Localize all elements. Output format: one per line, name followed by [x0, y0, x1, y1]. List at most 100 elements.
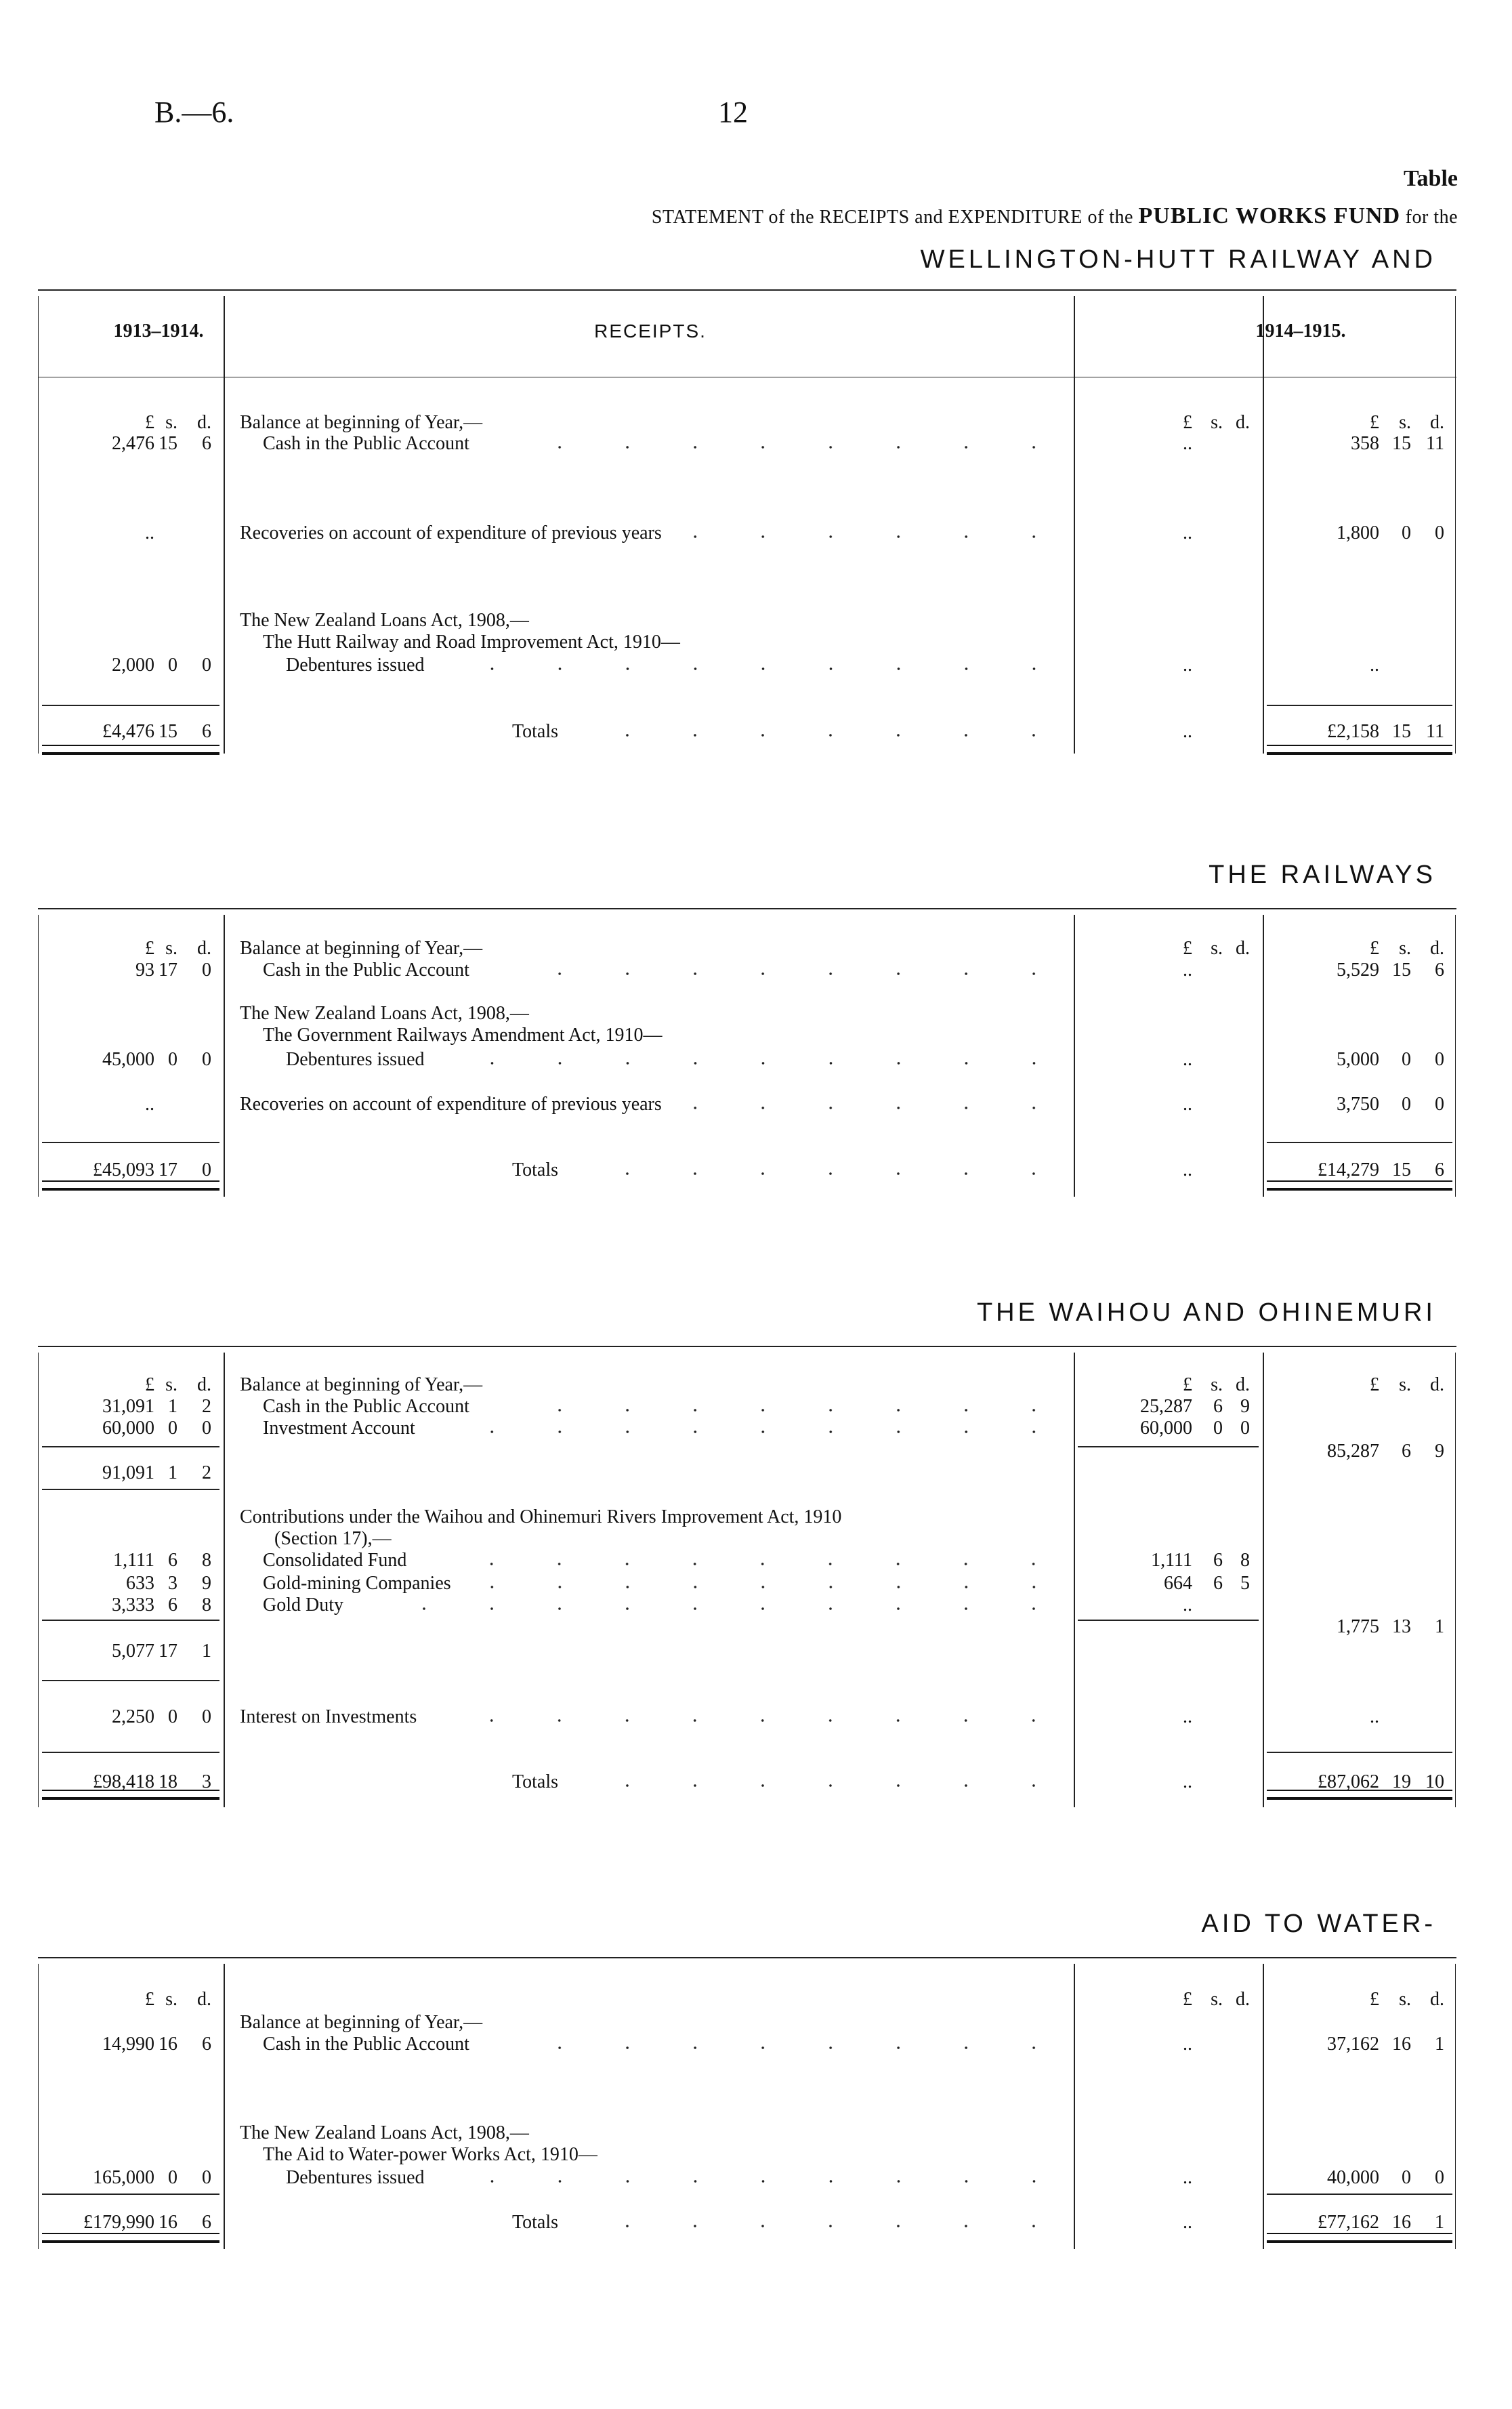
description-text: Totals: [512, 1771, 559, 1792]
total-rule: [1267, 2194, 1452, 2195]
column-divider: [1263, 1353, 1264, 1807]
row-description: Cash in the Public Account: [263, 1397, 1068, 1417]
col1-shillings: 16: [159, 2212, 177, 2233]
row-description: Contributions under the Waihou and Ohine…: [240, 1507, 841, 1527]
col4-pence: 1: [1435, 2212, 1444, 2233]
leader-dots: [442, 1430, 1068, 1434]
double-rule: [1267, 1180, 1452, 1191]
description-text: The New Zealand Loans Act, 1908,—: [240, 2122, 529, 2143]
col3-shillings: s.: [1211, 1374, 1223, 1395]
column-divider: [1074, 1353, 1075, 1807]
col4-shillings: s.: [1399, 1989, 1411, 2010]
description-text: Cash in the Public Account: [263, 960, 469, 981]
col3-pounds: 664: [1164, 1573, 1192, 1594]
col4-pence: 10: [1425, 1771, 1444, 1792]
column-divider: [1074, 1964, 1075, 2249]
leader-dots: [496, 972, 1068, 976]
description-text: Debentures issued: [286, 1049, 425, 1070]
leader-dots: [585, 733, 1068, 737]
totals-label: Totals: [512, 1772, 1068, 1792]
col4-pounds: £: [1370, 412, 1379, 433]
col4-pence: 1: [1435, 1616, 1444, 1637]
col1-pounds: 31,091: [102, 1396, 154, 1417]
col1-shillings: 0: [168, 655, 177, 676]
totals-label: Totals: [512, 2212, 1068, 2233]
col1-pence: 9: [202, 1573, 211, 1594]
description-text: The New Zealand Loans Act, 1908,—: [240, 610, 529, 631]
col3-pounds: ..: [1183, 960, 1192, 981]
description-text: Debentures issued: [286, 655, 425, 676]
row-description: Debentures issued: [286, 655, 1068, 676]
col4-pounds: ..: [1370, 655, 1379, 676]
col4-pence: d.: [1430, 412, 1444, 433]
col1-pounds: £: [145, 938, 154, 959]
column-divider: [1074, 915, 1075, 1197]
col4-pounds: 40,000: [1327, 2167, 1379, 2188]
col4-pounds: 3,750: [1337, 1094, 1379, 1115]
col1-pounds: £: [145, 412, 154, 433]
row-description: Gold Duty: [263, 1595, 1068, 1615]
col4-pence: 6: [1435, 960, 1444, 981]
col3-shillings: 6: [1213, 1396, 1223, 1417]
col4-shillings: 19: [1392, 1771, 1411, 1792]
col1-pence: 0: [202, 655, 211, 676]
col1-pence: 0: [202, 1418, 211, 1439]
description-text: Totals: [512, 2212, 559, 2233]
col1-shillings: s.: [165, 938, 177, 959]
col1-pence: 2: [202, 1462, 211, 1483]
leader-dots: [434, 1562, 1068, 1566]
col4-pounds: 85,287: [1327, 1441, 1379, 1462]
col4-pence: 11: [1426, 433, 1444, 454]
col1-shillings: 0: [168, 1706, 177, 1727]
col1-pounds: 14,990: [102, 2034, 154, 2055]
description-text: Cash in the Public Account: [263, 2034, 469, 2055]
col1-shillings: 15: [159, 721, 177, 742]
col1-shillings: 3: [168, 1573, 177, 1594]
col1-shillings: 15: [159, 433, 177, 454]
column-divider: [224, 1353, 225, 1807]
section-title: THE WAIHOU AND OHINEMURI: [976, 1298, 1436, 1327]
col4-pounds: 37,162: [1327, 2034, 1379, 2055]
col1-pounds: 45,000: [102, 1049, 154, 1070]
column-divider: [38, 1964, 39, 2249]
description-text: Investment Account: [263, 1418, 415, 1439]
col3-pounds: £: [1183, 1374, 1192, 1395]
column-divider: [224, 1964, 225, 2249]
table-top-rule: [38, 1957, 1456, 1958]
col1-shillings: 1: [168, 1462, 177, 1483]
table-top-rule: [38, 289, 1456, 291]
column-header-left: 1913–1914.: [113, 321, 204, 342]
col3-pounds: ..: [1183, 655, 1192, 676]
leader-dots: [585, 1172, 1068, 1176]
col1-pence: 0: [202, 1159, 211, 1180]
col4-pence: 0: [1435, 1094, 1444, 1115]
row-description: Cash in the Public Account: [263, 2034, 1068, 2055]
col1-shillings: 1: [168, 1396, 177, 1417]
col1-pence: d.: [197, 1374, 211, 1395]
col4-shillings: 16: [1392, 2212, 1411, 2233]
col1-pence: d.: [197, 938, 211, 959]
row-description: Balance at beginning of Year,—: [240, 939, 482, 959]
col4-pounds: 1,775: [1337, 1616, 1379, 1637]
col1-pounds: £: [145, 1989, 154, 2010]
statement-prefix: STATEMENT of the RECEIPTS and EXPENDITUR…: [651, 207, 1133, 228]
col3-shillings: s.: [1211, 1989, 1223, 2010]
total-rule: [1267, 1752, 1452, 1753]
subtotal-rule: [1078, 1446, 1259, 1447]
double-rule: [42, 2233, 219, 2243]
col1-pence: 0: [202, 1049, 211, 1070]
col4-pence: 0: [1435, 2167, 1444, 2188]
col1-pence: d.: [197, 412, 211, 433]
table-top-rule: [38, 1346, 1456, 1347]
row-description: Balance at beginning of Year,—: [240, 413, 482, 433]
col1-shillings: 6: [168, 1594, 177, 1615]
col1-pounds: £4,476: [102, 721, 154, 742]
col1-shillings: 6: [168, 1550, 177, 1571]
row-description: The Hutt Railway and Road Improvement Ac…: [263, 632, 680, 653]
subtotal-rule: [1078, 1620, 1259, 1621]
col4-pounds: £2,158: [1327, 721, 1379, 742]
col1-pounds: 633: [126, 1573, 154, 1594]
leader-dots: [688, 535, 1068, 539]
col4-shillings: s.: [1399, 412, 1411, 433]
section-title: AID TO WATER-: [1201, 1910, 1436, 1938]
